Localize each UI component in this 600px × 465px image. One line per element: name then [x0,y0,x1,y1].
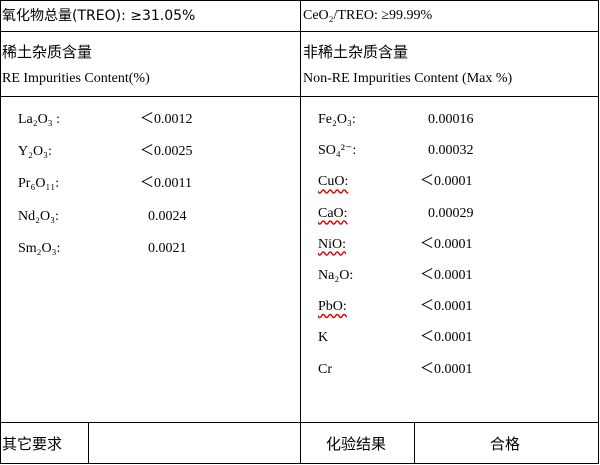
section-title: 非稀土杂质含量 [303,43,409,61]
border [0,0,1,464]
divider [88,422,89,464]
item-name: SO₄²⁻: [318,143,357,159]
divider [0,31,599,32]
divider [0,96,599,97]
divider [300,0,301,464]
item-value: ＜0.0001 [420,236,473,252]
item-value: ＜0.0001 [420,361,473,377]
item-name: CuO: [318,174,349,190]
item-value: 0.0021 [148,240,187,256]
item-name: Nd₂O₃: [18,208,59,224]
item-name: PbO: [318,299,347,315]
item-value: ＜0.0001 [420,330,473,346]
divider [414,422,415,464]
item-name: K [318,330,329,346]
item-name: NiO: [318,236,346,252]
item-name: Sm₂O₃: [18,240,61,256]
item-value: ＜0.0025 [140,144,193,160]
item-name: Fe₂O₃: [318,112,356,127]
item-name: La₂O₃ : [18,112,61,127]
item-value: ＜0.0001 [420,174,473,190]
footer-label: 其它要求 [2,435,63,453]
item-value: 0.00016 [428,112,474,127]
section-subtitle: Non-RE Impurities Content (Max %) [303,71,513,86]
border [0,0,599,1]
footer-label: 化验结果 [326,435,387,453]
item-value: 0.00032 [428,143,474,159]
item-value: ＜0.0001 [420,268,473,283]
item-name: Y₂O₃: [18,144,52,160]
divider [0,422,599,423]
item-value: ＜0.0011 [140,176,192,192]
item-value: ＜0.0001 [420,299,473,315]
item-value: 0.0024 [148,208,187,224]
item-name: CaO: [318,205,348,221]
header-right: CeO₂/TREO: ≥99.99% [303,8,433,23]
footer-value: 合格 [490,435,521,453]
item-value: 0.00029 [428,205,474,221]
item-value: ＜0.0012 [140,112,193,127]
border [598,0,599,464]
border [0,463,599,464]
section-title: 稀土杂质含量 [2,43,93,61]
header-left: 氧化物总量(TREO): ≥31.05% [2,8,196,24]
item-name: Cr [318,361,332,377]
item-name: Pr₆O₁₁: [18,176,60,192]
section-subtitle: RE Impurities Content(%) [2,71,150,86]
item-name: Na₂O: [318,268,354,283]
